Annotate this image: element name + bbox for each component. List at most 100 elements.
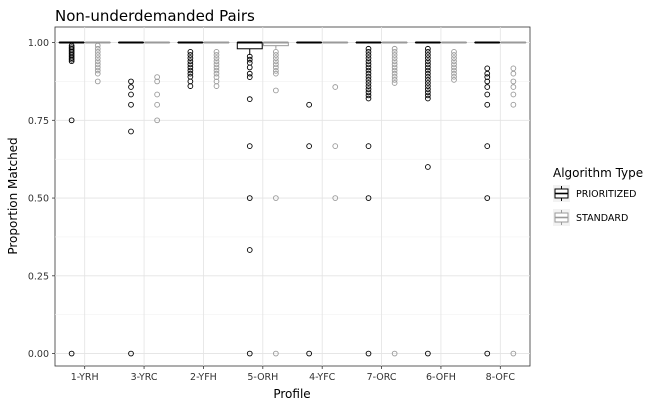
outlier-point	[246, 56, 253, 63]
outlier-point	[365, 89, 372, 96]
outlier-point	[246, 96, 253, 103]
box-prioritized-4-YFC	[296, 41, 323, 357]
outlier-point	[273, 61, 279, 68]
outlier-point	[154, 91, 160, 98]
outlier-point	[425, 77, 431, 83]
outlier-point	[94, 55, 101, 61]
outlier-point	[365, 73, 372, 80]
outlier-point	[213, 70, 220, 77]
outlier-point	[451, 70, 457, 77]
outlier-point	[213, 52, 220, 58]
box-standard-8-OFC	[500, 41, 527, 357]
outlier-point	[273, 350, 279, 357]
plot-panel	[54, 26, 531, 367]
outlier-point	[484, 65, 491, 72]
outlier-point	[425, 350, 431, 357]
outlier-point	[273, 58, 279, 65]
y-tick-label: 0.50	[28, 194, 49, 205]
outlier-point	[154, 101, 160, 108]
x-tick-label: 5-ORH	[247, 372, 278, 383]
outlier-point	[94, 45, 101, 52]
outlier-point	[246, 53, 253, 60]
outlier-point	[187, 49, 194, 55]
outlier-point	[365, 86, 372, 93]
outlier-point	[510, 78, 517, 85]
outlier-point	[365, 52, 372, 58]
y-tick-label: 0.00	[28, 349, 49, 360]
outlier-point	[365, 92, 372, 99]
outlier-point	[365, 70, 372, 77]
outlier-point	[68, 56, 75, 63]
outlier-point	[187, 52, 194, 58]
outlier-point	[425, 89, 431, 96]
outlier-point	[365, 45, 372, 52]
box-prioritized-8-OFC	[474, 41, 501, 357]
outlier-point	[425, 64, 431, 71]
legend-item-prioritized: PRIORITIZED	[553, 185, 636, 202]
outlier-point	[128, 350, 134, 357]
x-tick-label: 2-YFH	[190, 372, 217, 383]
outlier-point	[94, 58, 101, 65]
outlier-point	[365, 95, 372, 102]
outlier-point	[273, 70, 279, 77]
outlier-point	[425, 49, 431, 55]
box-prioritized-5-ORH	[236, 41, 263, 357]
outlier-point	[510, 84, 517, 90]
outlier-point	[213, 64, 220, 71]
x-axis-label: Profile	[273, 387, 310, 401]
outlier-point	[451, 67, 457, 74]
outlier-point	[213, 61, 220, 68]
outlier-point	[425, 83, 431, 89]
outlier-point	[332, 195, 339, 201]
legend-label: STANDARD	[576, 213, 628, 224]
outlier-point	[391, 70, 398, 77]
outlier-point	[128, 78, 134, 85]
outlier-point	[332, 143, 339, 149]
outlier-point	[425, 92, 431, 99]
outlier-point	[68, 117, 75, 124]
outlier-point	[94, 52, 101, 58]
outlier-point	[484, 84, 491, 90]
box-series	[58, 41, 527, 357]
box-prioritized-2-YFH	[177, 41, 204, 89]
outlier-point	[128, 128, 134, 135]
outlier-point	[365, 350, 372, 357]
outlier-point	[484, 143, 491, 149]
outlier-point	[68, 58, 75, 65]
legend-label: PRIORITIZED	[576, 189, 636, 200]
outlier-point	[391, 45, 398, 52]
outlier-point	[213, 58, 220, 65]
x-tick-label: 8-OFC	[486, 372, 516, 383]
outlier-point	[425, 45, 431, 52]
outlier-point	[246, 143, 253, 149]
outlier-point	[425, 95, 431, 102]
outlier-point	[94, 61, 101, 68]
x-tick-label: 1-YRH	[71, 372, 99, 383]
outlier-point	[68, 55, 75, 61]
outlier-point	[425, 164, 431, 170]
box-standard-2-YFH	[203, 41, 230, 89]
outlier-point	[273, 52, 279, 58]
outlier-point	[187, 83, 194, 89]
outlier-point	[484, 101, 491, 108]
chart-title: Non-underdemanded Pairs	[55, 7, 255, 25]
outlier-point	[510, 91, 517, 98]
outlier-point	[451, 77, 457, 83]
outlier-point	[306, 101, 312, 108]
outlier-point	[94, 64, 101, 71]
x-tick-label: 7-ORC	[367, 372, 397, 383]
outlier-point	[391, 77, 398, 83]
y-tick-label: 0.25	[28, 271, 49, 282]
outlier-point	[246, 74, 253, 80]
outlier-point	[128, 101, 134, 108]
outlier-point	[246, 70, 253, 77]
outlier-point	[187, 67, 194, 74]
outlier-point	[484, 91, 491, 98]
outlier-point	[391, 64, 398, 71]
outlier-point	[510, 101, 517, 108]
outlier-point	[425, 73, 431, 80]
outlier-point	[451, 52, 457, 58]
outlier-point	[391, 80, 398, 86]
outlier-point	[365, 83, 372, 89]
outlier-point	[451, 55, 457, 61]
